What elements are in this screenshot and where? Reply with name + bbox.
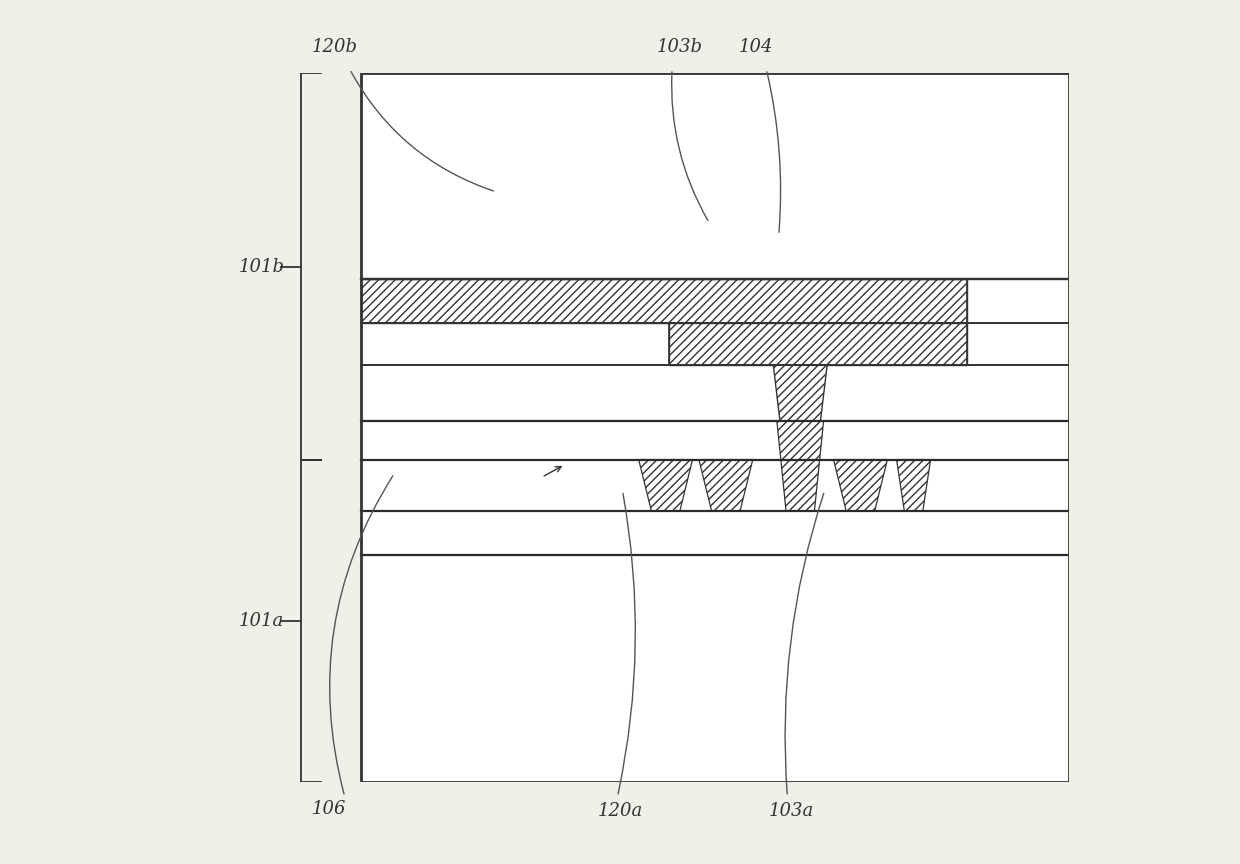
Polygon shape [774, 365, 827, 460]
Polygon shape [776, 421, 823, 511]
Polygon shape [833, 460, 888, 511]
Text: 106: 106 [311, 800, 346, 818]
Bar [670, 323, 967, 365]
Text: 120b: 120b [311, 38, 358, 56]
Bar [361, 73, 1069, 782]
Text: 103b: 103b [656, 38, 703, 56]
Polygon shape [897, 460, 930, 511]
Text: 120a: 120a [598, 803, 642, 821]
Bar [361, 73, 1069, 782]
Polygon shape [699, 460, 753, 511]
Polygon shape [639, 460, 692, 511]
Text: 103a: 103a [769, 803, 813, 821]
Text: 101a: 101a [239, 612, 284, 630]
Text: 101b: 101b [239, 257, 285, 276]
Bar [361, 279, 967, 323]
Text: 104: 104 [739, 38, 774, 56]
